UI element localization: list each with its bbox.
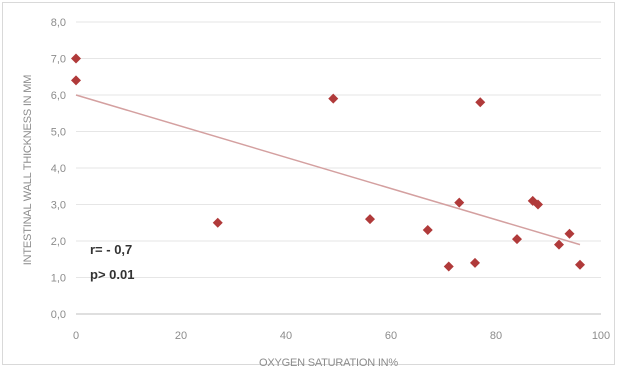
gridlines — [76, 21, 601, 278]
data-point — [71, 53, 81, 64]
y-axis-title: INTESTINAL WALL THICKNESS IN MM — [22, 75, 34, 265]
data-point — [422, 225, 433, 236]
x-tick-label: 40 — [280, 330, 292, 342]
y-tick-label: 6,0 — [51, 90, 66, 102]
data-point — [470, 257, 480, 268]
x-axis-ticks: 0 20 40 60 80 100 — [73, 330, 610, 342]
data-point — [328, 93, 339, 104]
trendline — [75, 94, 581, 246]
y-tick-label: 8,0 — [51, 17, 66, 29]
data-points — [71, 53, 585, 272]
x-tick-label: 100 — [592, 330, 610, 342]
data-point — [365, 214, 375, 225]
data-point — [212, 217, 223, 228]
x-tick-label: 60 — [385, 330, 397, 342]
y-axis-ticks: 0,0 1,0 2,0 3,0 4,0 5,0 6,0 7,0 8,0 — [51, 17, 66, 321]
y-tick-label: 3,0 — [51, 200, 66, 212]
y-tick-label: 4,0 — [51, 163, 66, 175]
annotation-p: p> 0.01 — [90, 267, 134, 282]
y-tick-label: 5,0 — [51, 127, 66, 139]
data-point — [533, 199, 543, 210]
data-point — [71, 75, 81, 86]
data-point — [564, 228, 575, 239]
x-tick-label: 80 — [490, 330, 502, 342]
y-tick-label: 0,0 — [51, 309, 66, 321]
data-point — [454, 197, 465, 208]
data-point — [575, 259, 585, 270]
data-point — [512, 234, 522, 245]
y-tick-label: 7,0 — [51, 54, 66, 66]
annotation-r: r= - 0,7 — [90, 242, 132, 257]
x-tick-label: 20 — [175, 330, 187, 342]
data-point — [443, 261, 454, 272]
y-tick-label: 2,0 — [51, 236, 66, 248]
y-tick-label: 1,0 — [51, 273, 66, 285]
x-axis-title: OXYGEN SATURATION IN% — [259, 357, 398, 369]
data-point — [475, 97, 486, 108]
x-tick-label: 0 — [73, 330, 79, 342]
chart-frame — [2, 2, 615, 365]
data-point — [554, 239, 564, 250]
